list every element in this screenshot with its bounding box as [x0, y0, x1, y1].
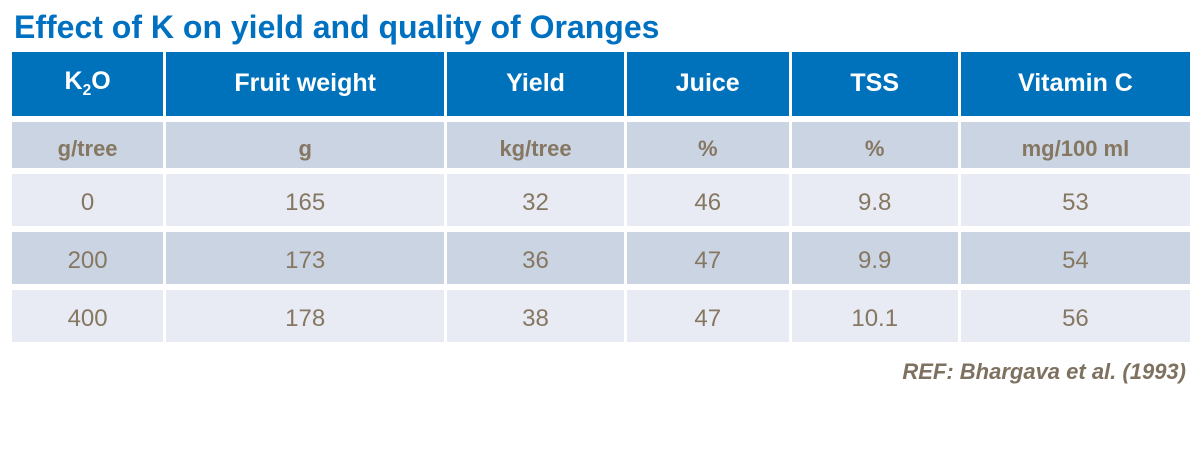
unit-cell: kg/tree	[447, 121, 624, 168]
data-cell: 9.9	[791, 231, 958, 284]
data-cell: 32	[447, 173, 624, 226]
header-cell-k2o: K2O	[12, 51, 164, 116]
table-row: 400 178 38 47 10.1 56	[12, 289, 1190, 342]
table-row: 0 165 32 46 9.8 53	[12, 173, 1190, 226]
data-cell: 178	[166, 289, 445, 342]
table-row: 200 173 36 47 9.9 54	[12, 231, 1190, 284]
k2o-rest: O	[91, 67, 111, 96]
data-cell: 38	[447, 289, 624, 342]
data-cell: 53	[960, 173, 1190, 226]
data-cell: 9.8	[791, 173, 958, 226]
data-cell: 173	[166, 231, 445, 284]
data-cell: 165	[166, 173, 445, 226]
k2o-base: K	[64, 67, 83, 96]
header-cell-fruit-weight: Fruit weight	[166, 51, 445, 116]
data-cell: 54	[960, 231, 1190, 284]
header-cell-juice: Juice	[626, 51, 789, 116]
data-cell: 46	[626, 173, 789, 226]
header-cell-vitamin-c: Vitamin C	[960, 51, 1190, 116]
header-cell-tss: TSS	[791, 51, 958, 116]
data-cell: 200	[12, 231, 164, 284]
k2o-subscript: 2	[82, 82, 92, 100]
units-row: g/tree g kg/tree % % mg/100 ml	[12, 121, 1190, 168]
data-cell: 10.1	[791, 289, 958, 342]
reference-text: REF: Bhargava et al. (1993)	[902, 358, 1186, 384]
unit-cell: g/tree	[12, 121, 164, 168]
unit-cell: %	[791, 121, 958, 168]
unit-cell: g	[166, 121, 445, 168]
page-title: Effect of K on yield and quality of Oran…	[14, 9, 660, 45]
data-cell: 47	[626, 289, 789, 342]
oranges-data-table: K2O Fruit weight Yield Juice TSS Vitamin…	[9, 46, 1193, 348]
data-cell: 36	[447, 231, 624, 284]
header-row: K2O Fruit weight Yield Juice TSS Vitamin…	[12, 51, 1190, 116]
data-cell: 47	[626, 231, 789, 284]
data-cell: 0	[12, 173, 164, 226]
data-cell: 400	[12, 289, 164, 342]
unit-cell: %	[626, 121, 789, 168]
unit-cell: mg/100 ml	[960, 121, 1190, 168]
header-cell-yield: Yield	[447, 51, 624, 116]
data-cell: 56	[960, 289, 1190, 342]
